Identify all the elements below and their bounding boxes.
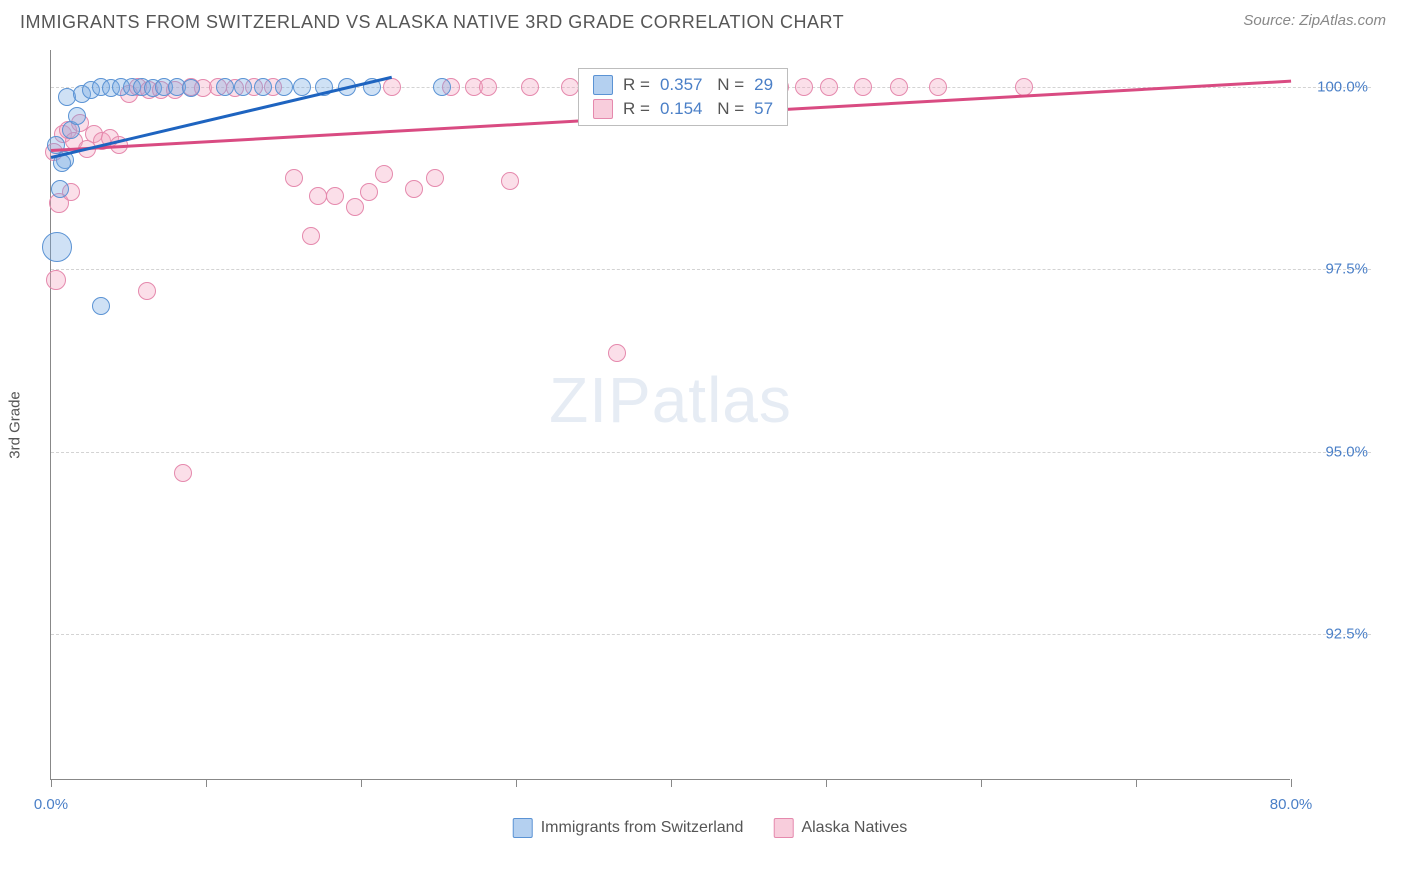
switzerland-point — [433, 78, 451, 96]
legend-swatch-alaska — [773, 818, 793, 838]
watermark-light: atlas — [652, 364, 792, 436]
alaska-point — [138, 282, 156, 300]
y-tick-label: 97.5% — [1296, 261, 1368, 278]
corr-row-alaska: R = 0.154 N = 57 — [579, 97, 787, 121]
alaska-point — [521, 78, 539, 96]
corr-r-label: R = — [623, 75, 650, 95]
x-tick — [826, 779, 827, 787]
switzerland-point — [68, 107, 86, 125]
plot-area: ZIPatlas 92.5%95.0%97.5%100.0%0.0%80.0% — [50, 50, 1290, 780]
legend-label-alaska: Alaska Natives — [801, 819, 907, 837]
switzerland-point — [51, 180, 69, 198]
alaska-point — [795, 78, 813, 96]
switzerland-point — [293, 78, 311, 96]
alaska-point — [174, 464, 192, 482]
watermark: ZIPatlas — [549, 363, 792, 437]
switzerland-point — [254, 78, 272, 96]
corr-r-switzerland: 0.357 — [660, 75, 703, 95]
y-tick-label: 100.0% — [1296, 78, 1368, 95]
chart-header: IMMIGRANTS FROM SWITZERLAND VS ALASKA NA… — [0, 0, 1406, 41]
x-tick — [51, 779, 52, 787]
alaska-point — [820, 78, 838, 96]
alaska-point — [360, 183, 378, 201]
y-tick-label: 95.0% — [1296, 443, 1368, 460]
x-tick-label: 0.0% — [34, 796, 68, 813]
alaska-point — [608, 344, 626, 362]
legend-swatch-switzerland — [513, 818, 533, 838]
alaska-point — [929, 78, 947, 96]
switzerland-point — [216, 78, 234, 96]
watermark-bold: ZIP — [549, 364, 652, 436]
alaska-point — [46, 270, 66, 290]
corr-row-switzerland: R = 0.357 N = 29 — [579, 73, 787, 97]
corr-n-label: N = — [712, 75, 744, 95]
switzerland-point — [234, 78, 252, 96]
plot-container: ZIPatlas 92.5%95.0%97.5%100.0%0.0%80.0% … — [50, 50, 1370, 800]
source-attribution: Source: ZipAtlas.com — [1243, 12, 1386, 29]
x-tick — [1291, 779, 1292, 787]
corr-r-alaska: 0.154 — [660, 99, 703, 119]
alaska-point — [375, 165, 393, 183]
correlation-box: R = 0.357 N = 29 R = 0.154 N = 57 — [578, 68, 788, 126]
alaska-point — [326, 187, 344, 205]
switzerland-point — [182, 79, 200, 97]
corr-swatch-alaska — [593, 99, 613, 119]
alaska-point — [405, 180, 423, 198]
x-tick — [981, 779, 982, 787]
corr-n-switzerland: 29 — [754, 75, 773, 95]
alaska-point — [426, 169, 444, 187]
alaska-point — [383, 78, 401, 96]
chart-title: IMMIGRANTS FROM SWITZERLAND VS ALASKA NA… — [20, 12, 844, 33]
x-tick — [516, 779, 517, 787]
corr-n-alaska: 57 — [754, 99, 773, 119]
source-name: ZipAtlas.com — [1299, 12, 1386, 29]
gridline-h — [51, 452, 1371, 453]
alaska-point — [854, 78, 872, 96]
corr-r-label: R = — [623, 99, 650, 119]
corr-n-label: N = — [712, 99, 744, 119]
legend-label-switzerland: Immigrants from Switzerland — [541, 819, 744, 837]
alaska-point — [501, 172, 519, 190]
x-tick — [361, 779, 362, 787]
legend-item-alaska: Alaska Natives — [773, 818, 907, 838]
alaska-point — [890, 78, 908, 96]
alaska-point — [309, 187, 327, 205]
switzerland-point — [92, 297, 110, 315]
switzerland-point — [42, 232, 72, 262]
corr-swatch-switzerland — [593, 75, 613, 95]
x-tick — [1136, 779, 1137, 787]
alaska-point — [302, 227, 320, 245]
x-tick — [671, 779, 672, 787]
y-tick-label: 92.5% — [1296, 626, 1368, 643]
alaska-point — [346, 198, 364, 216]
x-tick — [206, 779, 207, 787]
gridline-h — [51, 269, 1371, 270]
gridline-h — [51, 634, 1371, 635]
y-axis-label: 3rd Grade — [7, 391, 24, 459]
legend: Immigrants from Switzerland Alaska Nativ… — [513, 818, 908, 838]
alaska-point — [561, 78, 579, 96]
legend-item-switzerland: Immigrants from Switzerland — [513, 818, 744, 838]
source-prefix: Source: — [1243, 12, 1299, 29]
alaska-point — [479, 78, 497, 96]
alaska-point — [285, 169, 303, 187]
alaska-point — [1015, 78, 1033, 96]
switzerland-point — [275, 78, 293, 96]
x-tick-label: 80.0% — [1270, 796, 1313, 813]
